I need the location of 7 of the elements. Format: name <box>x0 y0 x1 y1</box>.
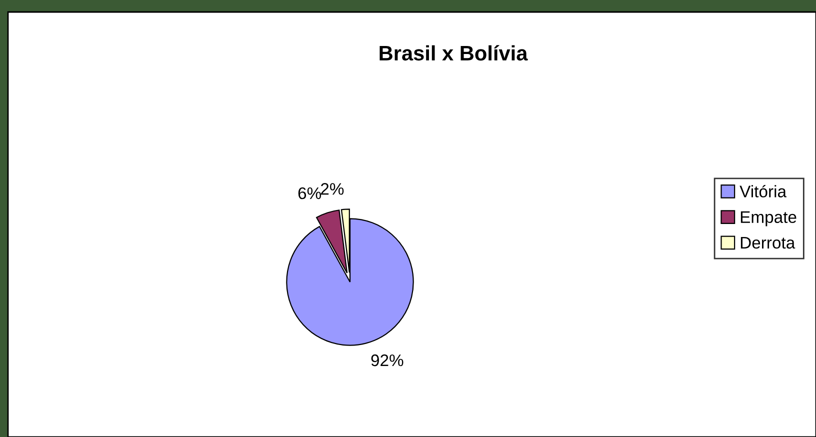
legend-label: Empate <box>740 211 796 226</box>
data-label: 92% <box>371 354 404 366</box>
legend-label: Derrota <box>740 237 796 249</box>
chart-title: Brasil x Bolívia <box>380 45 528 61</box>
data-label: 6% <box>298 187 322 200</box>
legend-label: Vitória <box>740 184 787 198</box>
data-label: 2% <box>320 183 344 195</box>
